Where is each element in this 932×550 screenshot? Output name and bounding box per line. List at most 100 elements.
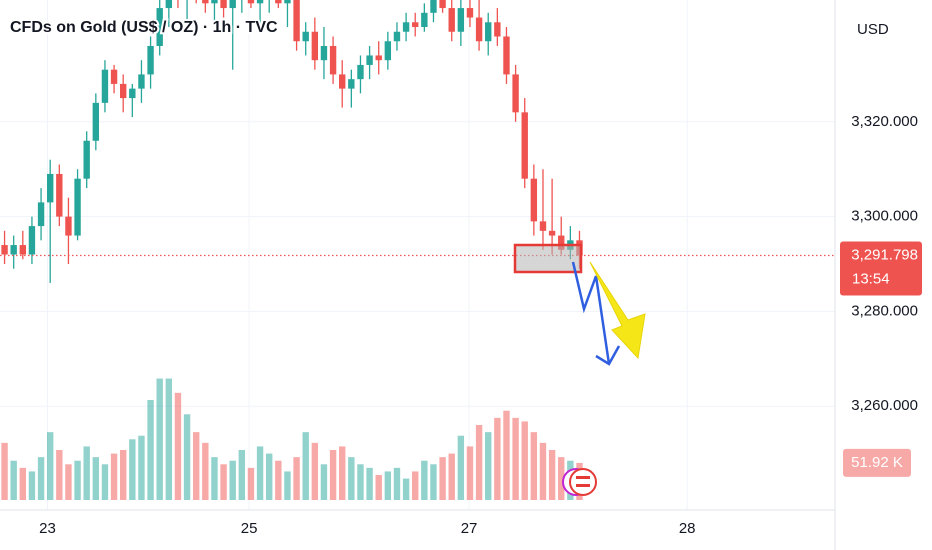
price-pane bbox=[0, 0, 835, 283]
candle-body bbox=[247, 0, 255, 4]
volume-bar bbox=[110, 453, 118, 500]
volume-bar bbox=[83, 446, 90, 500]
volume-bar bbox=[366, 467, 373, 500]
volume-bar bbox=[129, 439, 136, 500]
candle-body bbox=[165, 0, 173, 9]
candle-body bbox=[156, 8, 163, 46]
candle-body bbox=[56, 173, 63, 217]
volume-bar bbox=[475, 425, 483, 500]
volume-bar bbox=[174, 392, 182, 500]
volume-bar bbox=[238, 450, 246, 500]
candle-body bbox=[74, 178, 81, 236]
candle-body bbox=[101, 69, 109, 103]
candle-body bbox=[539, 221, 547, 231]
volume-bar bbox=[266, 453, 273, 500]
candle-body bbox=[512, 74, 519, 113]
volume-bar bbox=[412, 471, 419, 500]
volume-bar bbox=[220, 464, 227, 500]
candle-body bbox=[494, 22, 501, 37]
last-price-box bbox=[840, 241, 922, 296]
volume-pane bbox=[1, 378, 583, 500]
candle-body bbox=[339, 74, 346, 89]
volume-bar bbox=[503, 410, 510, 500]
candle-body bbox=[375, 55, 382, 61]
volume-bar bbox=[357, 464, 364, 500]
volume-bar bbox=[56, 450, 63, 500]
candle-body bbox=[393, 31, 401, 42]
x-tick-label: 25 bbox=[241, 520, 258, 537]
volume-bar bbox=[430, 464, 437, 500]
volume-bar bbox=[393, 467, 401, 500]
candle-body bbox=[302, 31, 309, 42]
candle-body bbox=[430, 0, 437, 13]
candle-body bbox=[211, 0, 218, 4]
volume-bar bbox=[466, 446, 474, 500]
volume-bar bbox=[229, 460, 236, 500]
volume-bar bbox=[530, 432, 538, 500]
volume-bar bbox=[65, 464, 72, 500]
candle-body bbox=[293, 0, 300, 42]
candle-body bbox=[220, 0, 227, 9]
blue-arrowhead bbox=[595, 345, 621, 366]
candle-body bbox=[485, 22, 492, 42]
volume-bar bbox=[548, 450, 556, 500]
candle-body bbox=[475, 17, 483, 42]
candle-body bbox=[65, 216, 72, 236]
annotations bbox=[513, 243, 646, 496]
volume-bar bbox=[539, 442, 547, 500]
candle-body bbox=[530, 178, 538, 222]
countdown-label: 13:54 bbox=[852, 270, 890, 287]
volume-bar bbox=[521, 421, 528, 500]
candle-body bbox=[284, 0, 291, 4]
volume-bar bbox=[494, 417, 501, 500]
volume-bar bbox=[311, 442, 319, 500]
candle-body bbox=[521, 112, 528, 179]
candle-body bbox=[28, 226, 36, 255]
volume-bar bbox=[375, 475, 382, 500]
volume-bar bbox=[448, 453, 455, 500]
candle-body bbox=[558, 235, 565, 250]
volume-bar bbox=[284, 471, 291, 500]
y-tick-label: 3,260.000 bbox=[851, 397, 918, 414]
candle-body bbox=[275, 0, 282, 4]
volume-bar bbox=[46, 432, 54, 500]
volume-bar bbox=[439, 457, 446, 500]
x-tick-label: 23 bbox=[39, 520, 56, 537]
candle-body bbox=[202, 0, 209, 4]
zone-box bbox=[513, 243, 583, 274]
volume-bar bbox=[211, 457, 218, 500]
volume-bar bbox=[92, 457, 100, 500]
candle-body bbox=[366, 55, 373, 65]
candle-body bbox=[138, 74, 145, 89]
volume-bar bbox=[101, 464, 109, 500]
candle-body bbox=[412, 22, 419, 28]
chart-title: CFDs on Gold (US$ / OZ) · 1h · TVC bbox=[10, 19, 278, 36]
candle-body bbox=[1, 245, 8, 255]
volume-bar bbox=[457, 435, 465, 500]
last-price-label: 3,291.798 bbox=[851, 246, 918, 263]
volume-bar bbox=[10, 460, 17, 500]
last-volume-box bbox=[843, 448, 911, 477]
currency-label: USD bbox=[857, 21, 889, 38]
volume-bar bbox=[1, 442, 8, 500]
candle-body bbox=[37, 202, 45, 227]
volume-bar bbox=[302, 432, 309, 500]
volume-bar bbox=[202, 442, 209, 500]
yellow-arrow bbox=[589, 261, 646, 360]
candle-body bbox=[46, 173, 54, 203]
candle-body bbox=[320, 45, 328, 61]
flag-icon bbox=[569, 468, 597, 496]
volume-bar bbox=[165, 378, 173, 500]
candle-body bbox=[92, 102, 100, 141]
volume-bar bbox=[37, 457, 45, 500]
volume-bar bbox=[156, 378, 163, 500]
volume-bar bbox=[558, 457, 565, 500]
volume-bar bbox=[293, 457, 300, 500]
candle-body bbox=[421, 12, 428, 28]
volume-bar bbox=[275, 460, 282, 500]
candle-body bbox=[147, 45, 154, 75]
candle-body bbox=[439, 0, 446, 9]
